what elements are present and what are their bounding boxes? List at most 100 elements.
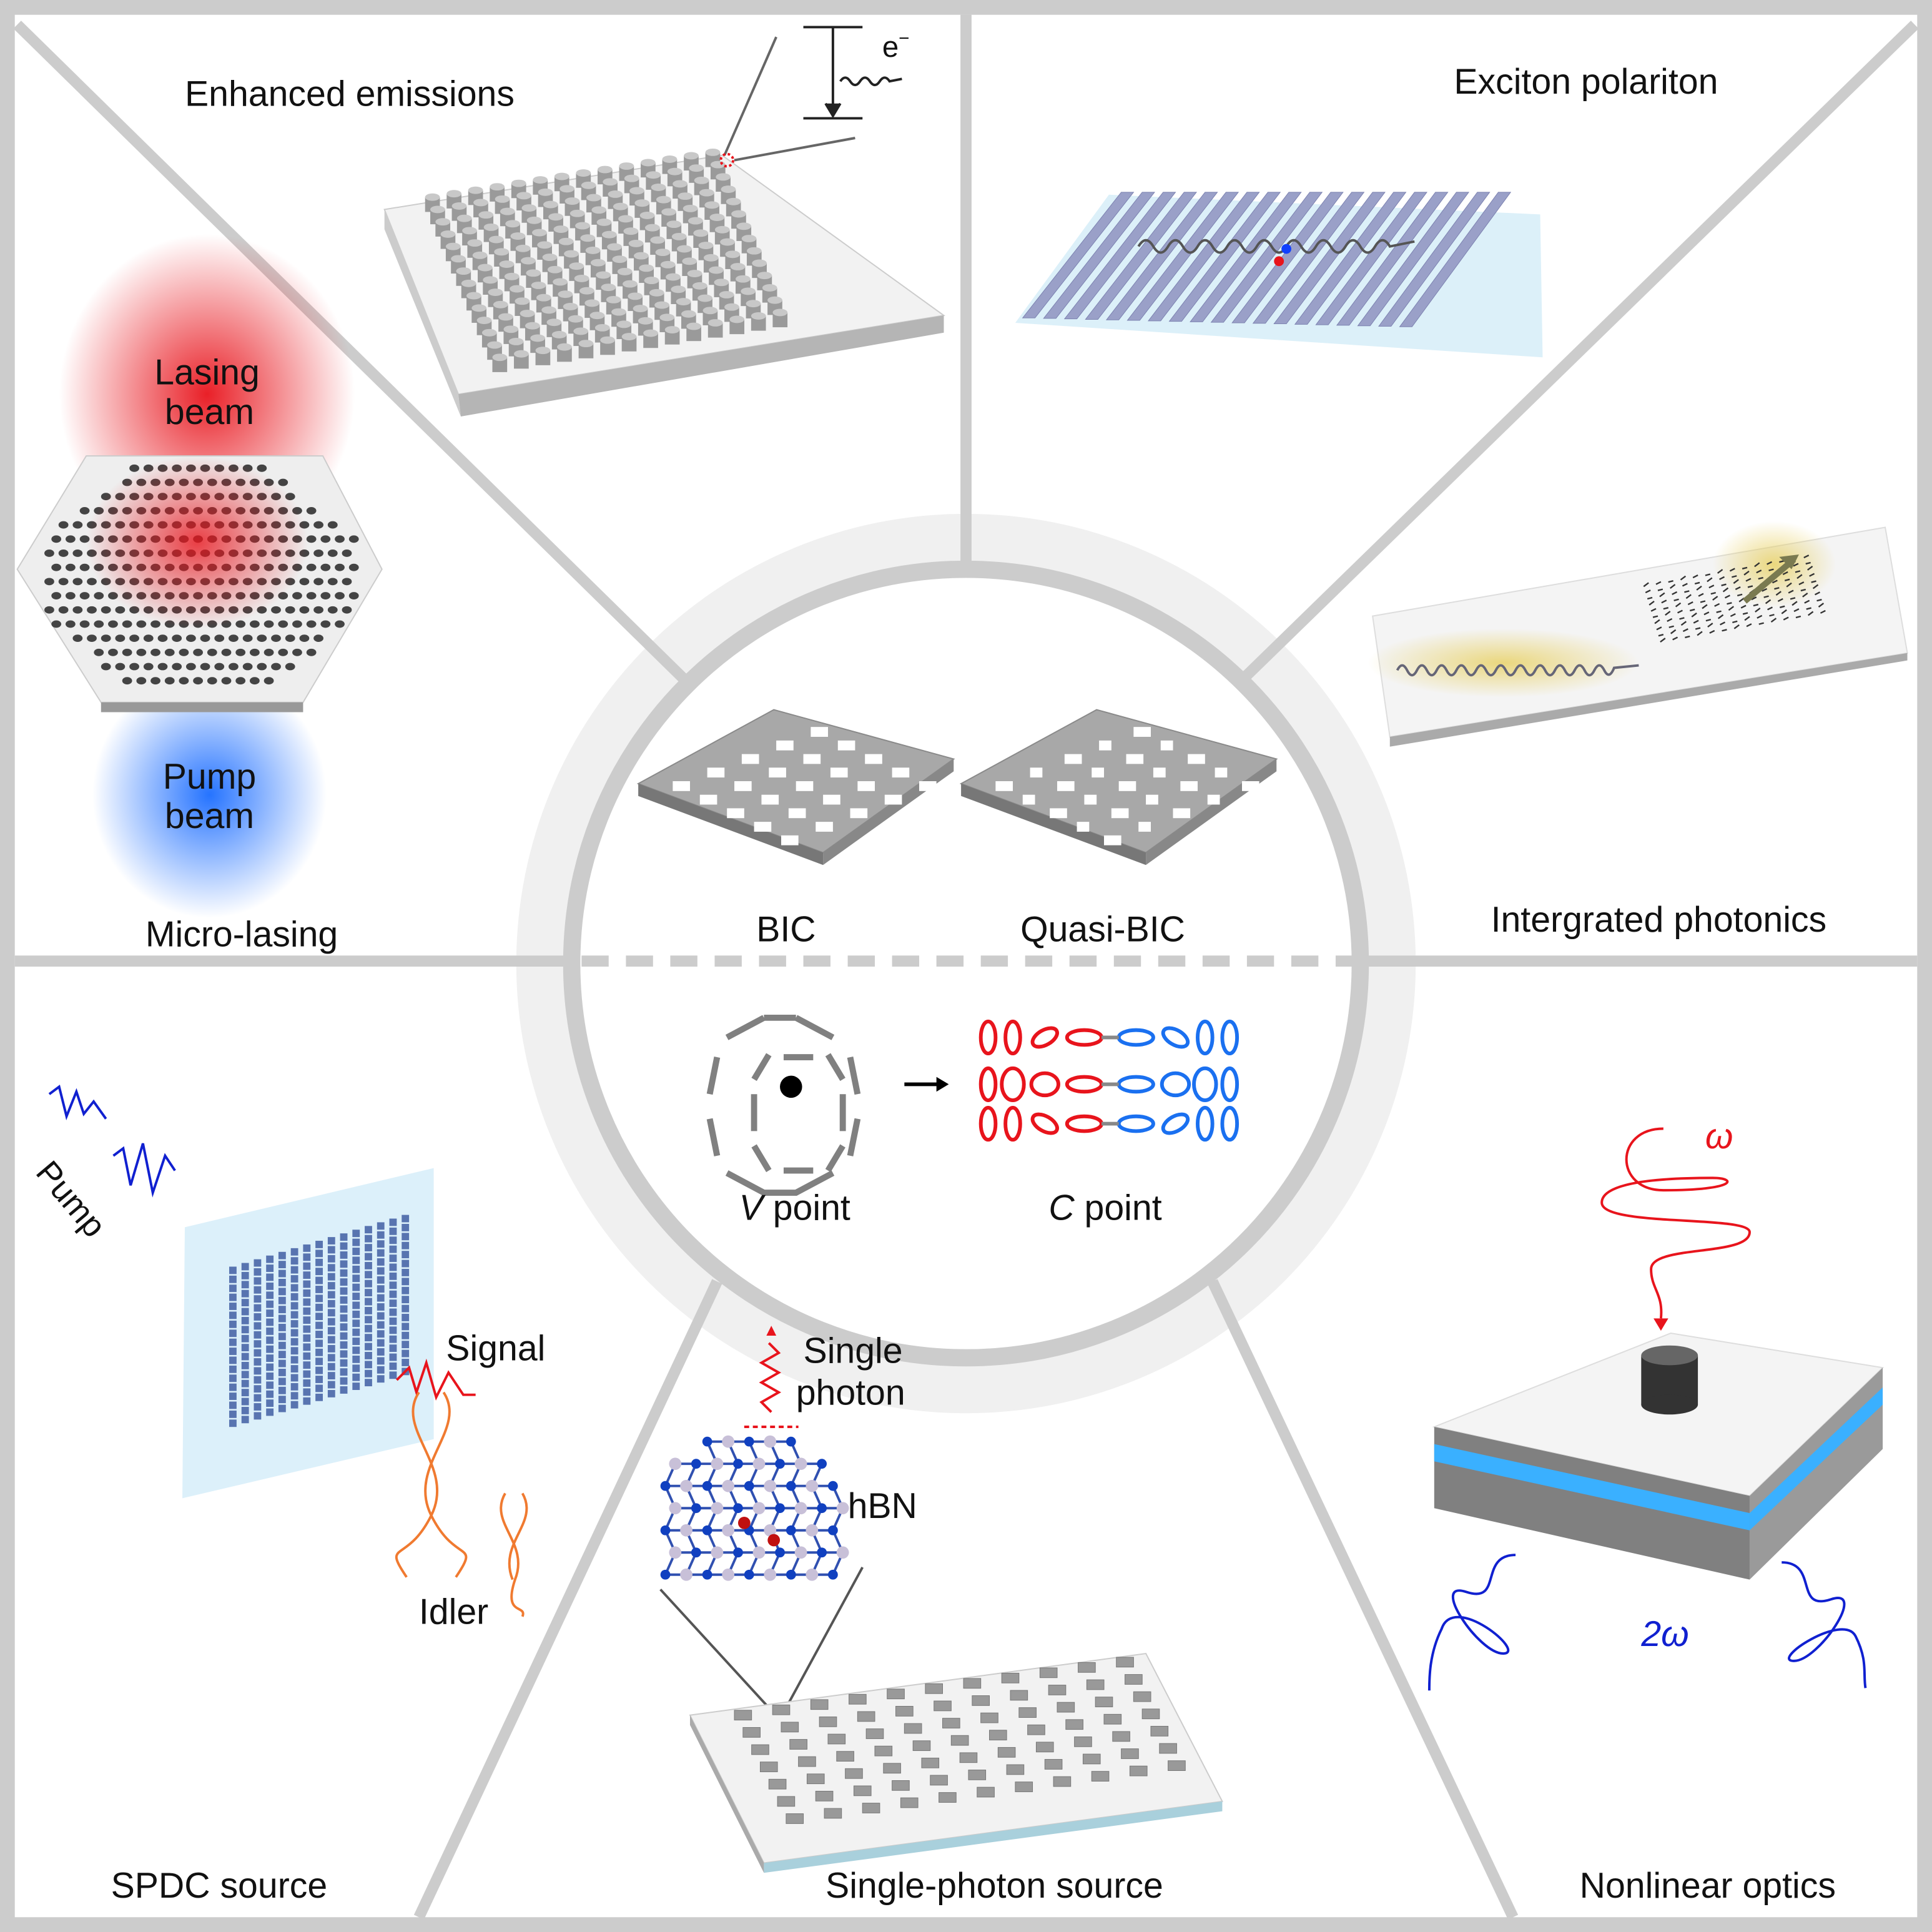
square-hole	[1180, 781, 1198, 791]
hole	[271, 634, 281, 643]
nanoantenna	[959, 1752, 978, 1763]
meta-atom	[1669, 584, 1676, 589]
nanoantenna	[1065, 1719, 1083, 1730]
meta-atom	[266, 1372, 274, 1380]
meta-atom	[1754, 562, 1760, 568]
meta-atom	[402, 1296, 410, 1304]
spdc-source-label: SPDC source	[111, 1866, 328, 1906]
meta-atom	[377, 1240, 385, 1248]
quasi-bic-structure	[959, 709, 1278, 865]
meta-atom	[1733, 579, 1739, 584]
nanopillar-top	[535, 347, 551, 355]
grating-bar	[1126, 192, 1240, 321]
nanopillar-top	[514, 350, 529, 358]
guided-wave	[1396, 664, 1639, 677]
meta-atom	[327, 1363, 335, 1371]
nanopillar-top	[483, 276, 498, 284]
meta-atom	[241, 1299, 249, 1307]
nanopillar	[535, 350, 551, 365]
hole	[164, 677, 175, 685]
meta-atom	[1727, 602, 1732, 605]
meta-atom	[290, 1275, 298, 1283]
meta-atom	[315, 1249, 323, 1258]
square-hole	[1030, 767, 1043, 778]
hole	[348, 592, 359, 599]
meta-atom	[1732, 575, 1737, 578]
meta-atom	[1673, 598, 1679, 601]
nanoantenna	[827, 1733, 846, 1745]
meta-atom	[327, 1291, 335, 1299]
nanopillar-top	[623, 227, 639, 235]
nanoantenna	[1015, 1782, 1033, 1792]
hole	[58, 521, 69, 529]
nanopillar-array	[425, 148, 788, 372]
hole	[157, 634, 168, 643]
meta-atom	[389, 1263, 397, 1271]
meta-atom	[303, 1325, 311, 1333]
boron-atom	[764, 1435, 777, 1448]
hole	[58, 550, 69, 557]
nanoantenna	[819, 1716, 837, 1727]
nanopillar-top	[558, 290, 573, 298]
meta-atom	[278, 1359, 286, 1368]
nanopillar-top	[702, 307, 718, 315]
grating-bar	[1252, 192, 1365, 324]
meta-atom	[1737, 593, 1743, 597]
meta-atom	[389, 1326, 397, 1334]
meta-atom	[1700, 600, 1706, 603]
hole	[278, 620, 288, 628]
nanopillar-top	[579, 287, 594, 295]
single-photon-panel: Single photon hBN Single-photon source	[659, 1326, 1223, 1906]
grating-bar	[1315, 192, 1427, 325]
nanopillar-top	[611, 308, 626, 316]
meta-atom	[1751, 596, 1757, 601]
hole	[264, 677, 274, 685]
meta-atom	[389, 1308, 397, 1316]
hole	[164, 648, 175, 656]
meta-atom	[1643, 582, 1649, 588]
nanoantenna	[912, 1740, 931, 1752]
meta-atom	[1682, 583, 1688, 587]
meta-atom	[1717, 614, 1724, 619]
nonlinear-optics-label: Nonlinear optics	[1580, 1866, 1836, 1906]
c-point-label: C point	[1048, 1188, 1161, 1228]
metasurface-array	[1643, 554, 1826, 643]
nanopillar-top	[521, 257, 536, 265]
square-hole	[1153, 767, 1166, 778]
nitrogen-atom	[775, 1459, 785, 1469]
hole	[115, 634, 126, 643]
meta-atom	[402, 1269, 410, 1276]
nanopillar-top	[689, 164, 704, 172]
nanopillar-top	[751, 312, 766, 320]
meta-atom	[1655, 581, 1662, 585]
meta-atom	[229, 1303, 237, 1310]
meta-atom	[266, 1345, 274, 1353]
meta-atom	[365, 1361, 372, 1369]
square-hole	[830, 767, 848, 778]
meta-atom	[402, 1331, 410, 1339]
meta-atom	[1716, 610, 1722, 613]
nitrogen-atom	[744, 1569, 754, 1580]
meta-atom	[1745, 578, 1752, 582]
meta-atom	[1805, 561, 1811, 565]
meta-atom	[229, 1320, 237, 1328]
meta-atom	[1668, 580, 1673, 583]
nanoantenna	[1027, 1724, 1045, 1735]
nanoantenna	[853, 1785, 872, 1796]
nanopillar-top	[673, 180, 688, 188]
square-hole	[837, 740, 855, 751]
meta-atom	[1684, 590, 1690, 593]
nanoantenna	[751, 1744, 769, 1755]
nanopillar-top	[729, 315, 745, 323]
meta-atom	[340, 1323, 348, 1331]
meta-atom	[229, 1338, 237, 1346]
nitrogen-atom	[775, 1503, 785, 1514]
hole	[115, 606, 126, 614]
nanopillar-top	[639, 264, 654, 272]
meta-atom	[315, 1303, 323, 1311]
hole	[44, 578, 54, 586]
meta-atom	[402, 1259, 410, 1268]
meta-atom	[290, 1266, 298, 1274]
meta-atom	[229, 1374, 237, 1382]
meta-atom	[241, 1361, 249, 1369]
